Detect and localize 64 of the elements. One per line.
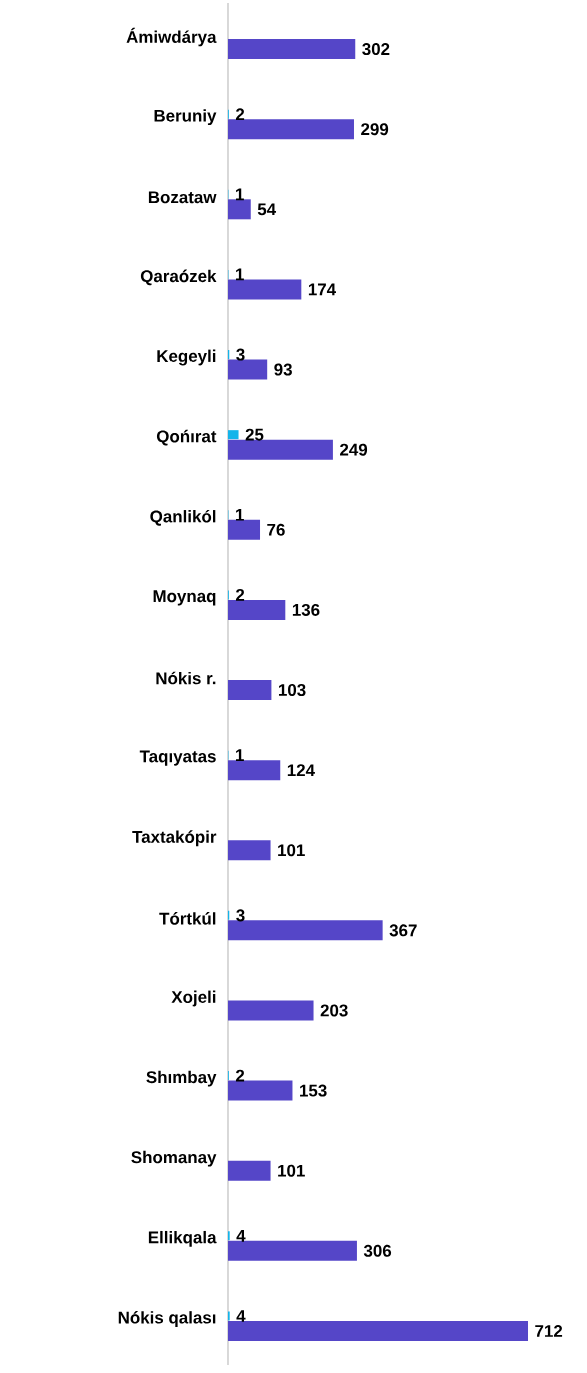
data-label: 306 bbox=[363, 1244, 392, 1257]
bar bbox=[228, 1080, 293, 1101]
data-label: 2 bbox=[235, 588, 245, 601]
data-label: 249 bbox=[340, 443, 368, 456]
bar bbox=[228, 359, 268, 380]
bar bbox=[228, 599, 286, 620]
bar bbox=[228, 519, 261, 540]
data-label: 1 bbox=[236, 749, 244, 761]
data-label: 25 bbox=[245, 428, 264, 441]
data-label: 153 bbox=[300, 1084, 327, 1097]
y-tick-label: Nókis qalası bbox=[118, 1310, 216, 1327]
bar bbox=[228, 439, 333, 460]
bar bbox=[228, 1240, 357, 1261]
y-tick-label: Tórtkúl bbox=[159, 912, 216, 925]
y-tick-label: Nókis r. bbox=[156, 671, 216, 685]
data-label: 1 bbox=[236, 188, 244, 201]
bar bbox=[228, 39, 356, 60]
data-label: 4 bbox=[236, 1230, 246, 1242]
data-label: 54 bbox=[257, 203, 277, 216]
data-label: 124 bbox=[287, 764, 315, 777]
y-tick-label: Kegeyli bbox=[157, 349, 216, 366]
y-tick-label: Taqıyatas bbox=[139, 750, 216, 766]
data-label: 2 bbox=[235, 108, 245, 121]
bar bbox=[228, 1320, 528, 1341]
bar bbox=[228, 760, 281, 781]
bar bbox=[228, 680, 272, 701]
bar bbox=[228, 1000, 314, 1021]
y-tick-label: Moynaq bbox=[153, 590, 216, 606]
y-tick-label: Shomanay bbox=[131, 1150, 217, 1167]
y-tick-label: Qońırat bbox=[156, 429, 217, 446]
data-label: 4 bbox=[236, 1310, 246, 1322]
y-tick-label: Ámiwdárya bbox=[126, 27, 217, 47]
y-tick-label: Xojeli bbox=[171, 990, 216, 1007]
bar bbox=[228, 920, 383, 941]
data-label: 302 bbox=[362, 43, 390, 56]
data-label: 299 bbox=[361, 123, 389, 136]
data-label: 2 bbox=[235, 1069, 245, 1082]
data-label: 3 bbox=[236, 348, 245, 361]
bar bbox=[228, 840, 271, 861]
bar bbox=[228, 1160, 271, 1181]
data-label: 1 bbox=[236, 508, 244, 521]
data-label: 76 bbox=[267, 523, 285, 536]
data-label: 101 bbox=[278, 844, 305, 857]
data-label: 1 bbox=[236, 268, 244, 281]
y-tick-label: Bozataw bbox=[148, 191, 217, 204]
bar bbox=[228, 279, 302, 300]
data-label: 712 bbox=[535, 1325, 563, 1337]
y-tick-label: Qanlikól bbox=[150, 509, 216, 526]
data-label: 3 bbox=[236, 909, 245, 922]
y-tick-label: Beruniy bbox=[154, 109, 217, 126]
y-tick-label: Shımbay bbox=[146, 1070, 217, 1087]
y-tick-label: Ellikqala bbox=[148, 1230, 217, 1247]
data-label: 103 bbox=[278, 684, 306, 697]
bar bbox=[228, 119, 354, 140]
data-label: 101 bbox=[278, 1164, 305, 1177]
y-tick-label: Taxtakópir bbox=[132, 830, 217, 847]
bar bbox=[228, 430, 239, 440]
data-label: 174 bbox=[308, 283, 336, 296]
data-label: 136 bbox=[292, 603, 320, 616]
data-label: 367 bbox=[389, 924, 417, 937]
bar bbox=[228, 199, 251, 220]
data-label: 203 bbox=[320, 1004, 348, 1017]
data-label: 93 bbox=[274, 363, 292, 376]
y-tick-label: Qaraózek bbox=[140, 269, 217, 286]
